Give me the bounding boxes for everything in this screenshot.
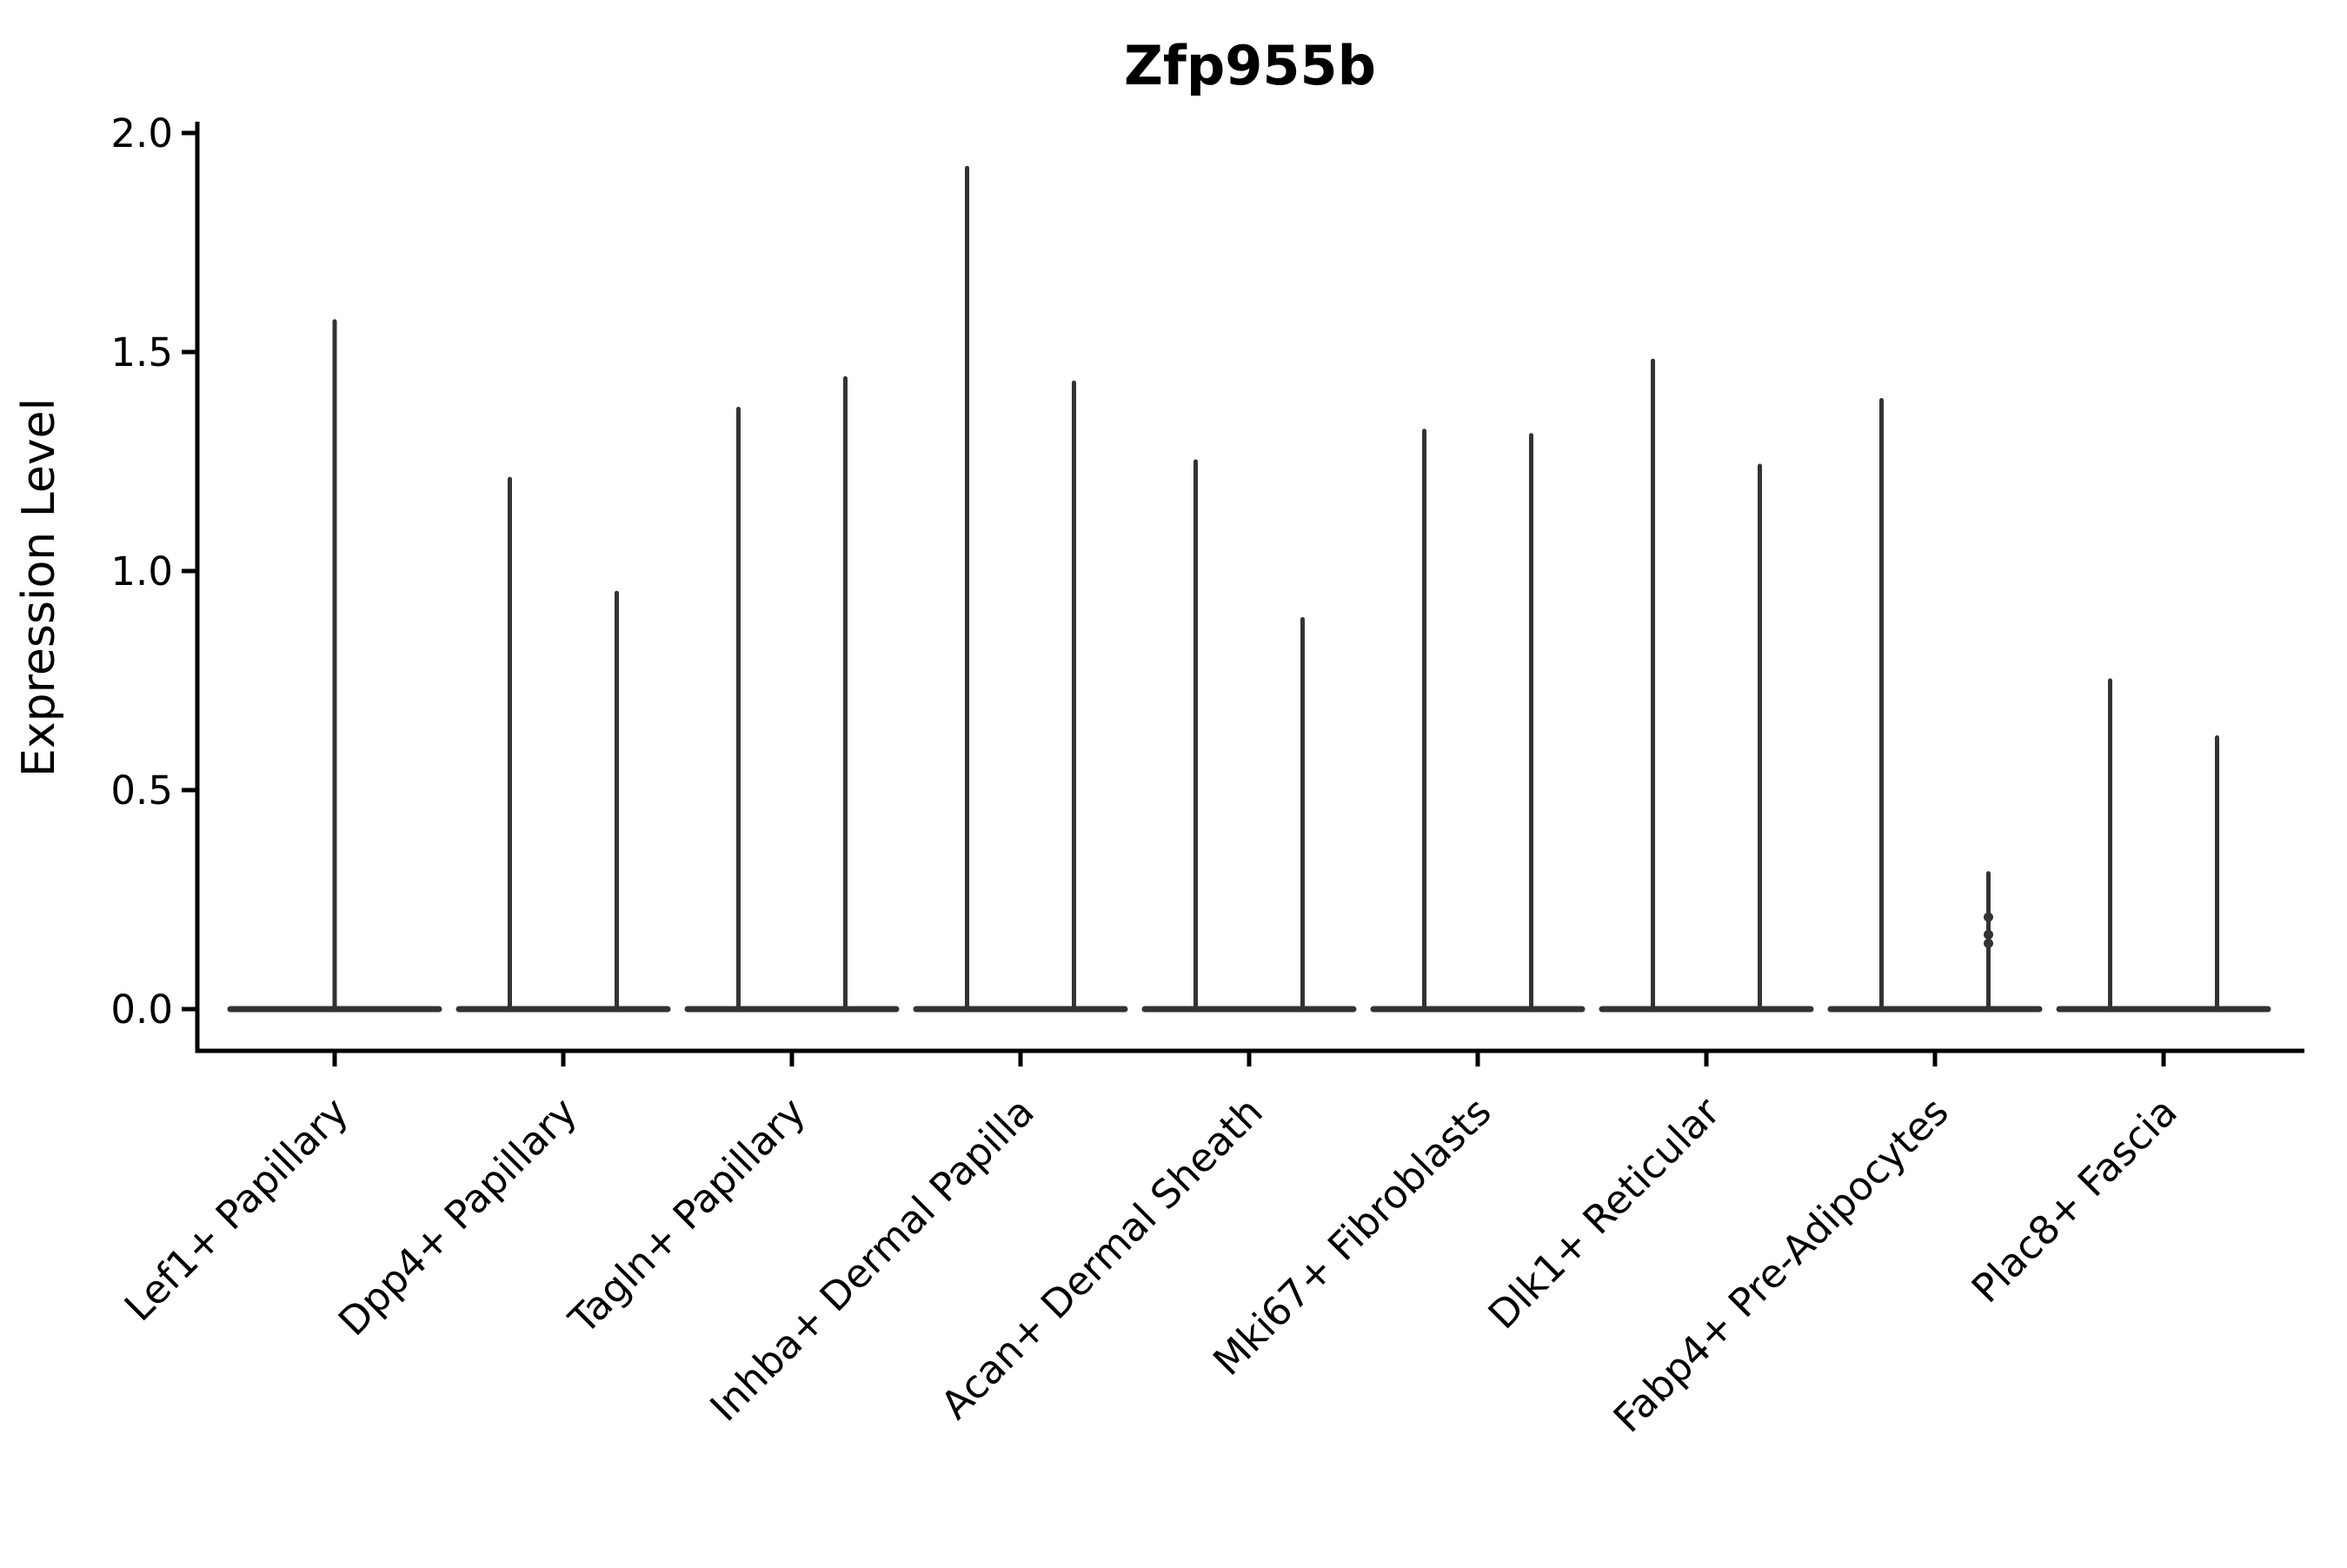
y-tick-label: 2.0 (110, 110, 173, 156)
x-tick-label: Plac8+ Fascia (1963, 1088, 2186, 1312)
y-tick-label: 0.0 (110, 987, 173, 1033)
expression-dot (1984, 929, 1993, 940)
x-tick-label: Lef1+ Papillary (116, 1088, 357, 1330)
y-tick-label: 1.0 (110, 548, 173, 595)
y-axis-label: Expression Level (13, 398, 65, 777)
x-tick-label: Dlk1+ Reticular (1479, 1088, 1729, 1338)
expression-dot (1984, 912, 1993, 922)
expression-dot (1984, 938, 1993, 948)
y-tick-label: 1.5 (110, 329, 173, 375)
chart-title: Zfp955b (1124, 34, 1376, 97)
x-tick-label: Tagln+ Papillary (560, 1088, 814, 1343)
x-tick-label: Dpp4+ Papillary (329, 1088, 586, 1345)
y-tick-label: 0.5 (110, 767, 173, 814)
